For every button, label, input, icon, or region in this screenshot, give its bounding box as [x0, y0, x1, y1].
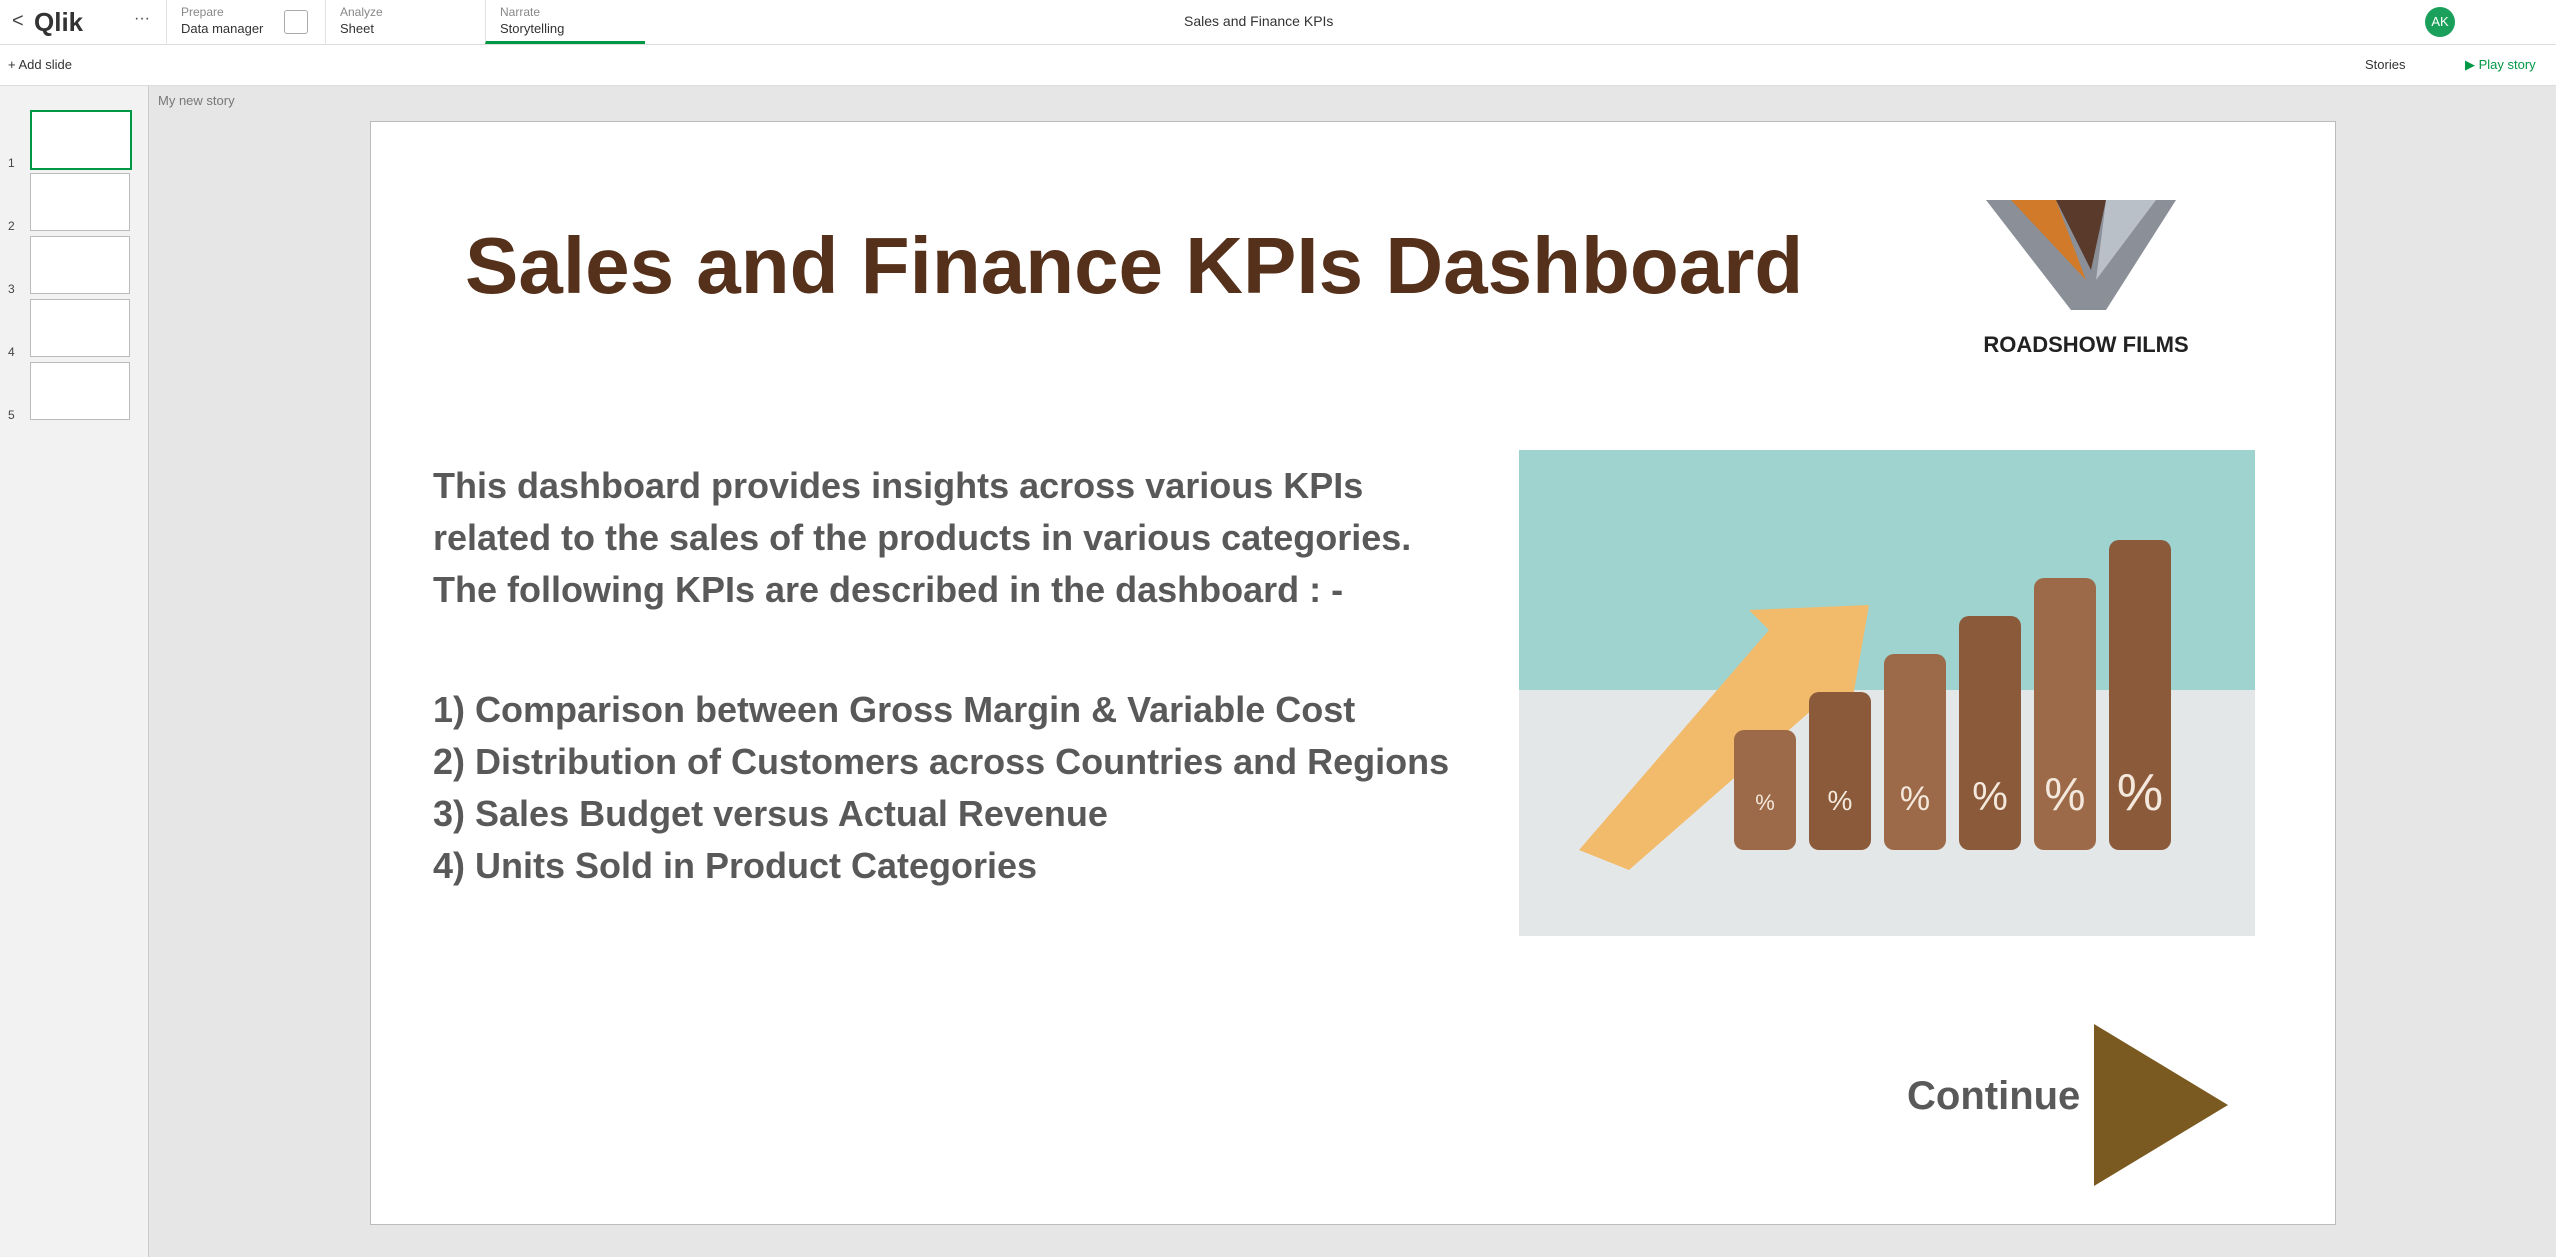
continue[interactable]: Continue: [1907, 1074, 2081, 1118]
thumbnail[interactable]: [30, 110, 132, 170]
menu[interactable]: ···: [134, 10, 150, 27]
slide: Sales and Finance KPIs Dashboard ROADSHO…: [370, 121, 2336, 1225]
story-name: My new story: [158, 93, 235, 108]
block-label: %: [1828, 785, 1853, 816]
block-label: %: [2045, 768, 2086, 820]
thumbnail-number: 1: [8, 156, 15, 170]
top-bar: < Qlik ··· Prepare Data manager Analyze Sh…: [0, 0, 2556, 45]
brand: Qlik: [34, 7, 84, 37]
block-label: %: [2117, 764, 2163, 822]
continue-arrow[interactable]: [2094, 1024, 2228, 1186]
thumbnail[interactable]: [30, 236, 130, 294]
block-label: %: [1900, 780, 1930, 818]
wood-block: [2034, 578, 2096, 850]
wood-block: [2109, 540, 2171, 850]
tab-label: Prepare: [181, 5, 224, 19]
play-story-label: Play story: [2478, 57, 2536, 72]
thumbnail[interactable]: [30, 173, 130, 231]
thumbnail-number: 3: [8, 282, 15, 296]
intro-line: This dashboard provides insights across …: [433, 465, 1364, 506]
add-slide-label: Add slide: [18, 57, 72, 72]
intro: This dashboard provides insights across …: [433, 460, 1411, 616]
add-slide[interactable]: + Add slide: [8, 57, 72, 72]
stories[interactable]: Stories: [2365, 57, 2406, 72]
back-button[interactable]: <: [12, 10, 24, 32]
tab[interactable]: Narrate Storytelling: [485, 0, 645, 44]
wood-block: [1734, 730, 1796, 850]
block-label: %: [1972, 775, 2008, 819]
thumbnail[interactable]: [30, 299, 130, 357]
wood-block: [1959, 616, 2021, 850]
image: %%%%%%: [1519, 450, 2255, 936]
block-label: %: [1755, 790, 1775, 815]
user-avatar[interactable]: AK: [2425, 7, 2455, 37]
kpi-item: 3) Sales Budget versus Actual Revenue: [433, 793, 1108, 834]
thumbnail-number: 5: [8, 408, 15, 422]
tab[interactable]: Analyze Sheet: [325, 0, 485, 44]
tab-value: Sheet: [340, 21, 374, 36]
intro-line: The following KPIs are described in the …: [433, 569, 1344, 610]
slide-title: Sales and Finance KPIs Dashboard: [465, 221, 1804, 310]
thumbnail-number: 2: [8, 219, 15, 233]
thumbnail[interactable]: [30, 362, 130, 420]
dropdown[interactable]: [284, 10, 308, 34]
kpi-item: 1) Comparison between Gross Margin & Var…: [433, 689, 1356, 730]
logo-text: ROADSHOW FILMS: [1983, 332, 2188, 357]
app-title[interactable]: Sales and Finance KPIs: [1184, 13, 1334, 29]
kpi-list: 1) Comparison between Gross Margin & Var…: [433, 684, 1449, 892]
tab-value: Data manager: [181, 21, 264, 36]
kpi-item: 4) Units Sold in Product Categories: [433, 845, 1038, 886]
logo: ROADSHOW FILMS: [1983, 200, 2189, 357]
thumbnail-number: 4: [8, 345, 15, 359]
wood-block: [1809, 692, 1871, 850]
play-story[interactable]: ▶ Play story: [2465, 57, 2536, 72]
intro-line: related to the sales of the products in …: [433, 517, 1412, 558]
wood-block: [1884, 654, 1946, 850]
tab-value: Storytelling: [500, 21, 565, 36]
tab-label: Narrate: [500, 5, 541, 19]
tab-label: Analyze: [340, 5, 383, 19]
kpi-item: 2) Distribution of Customers across Coun…: [433, 741, 1450, 782]
tab[interactable]: Prepare Data manager: [166, 0, 326, 44]
toolbar: + Add slide Stories ▶ Play story: [0, 45, 2556, 86]
